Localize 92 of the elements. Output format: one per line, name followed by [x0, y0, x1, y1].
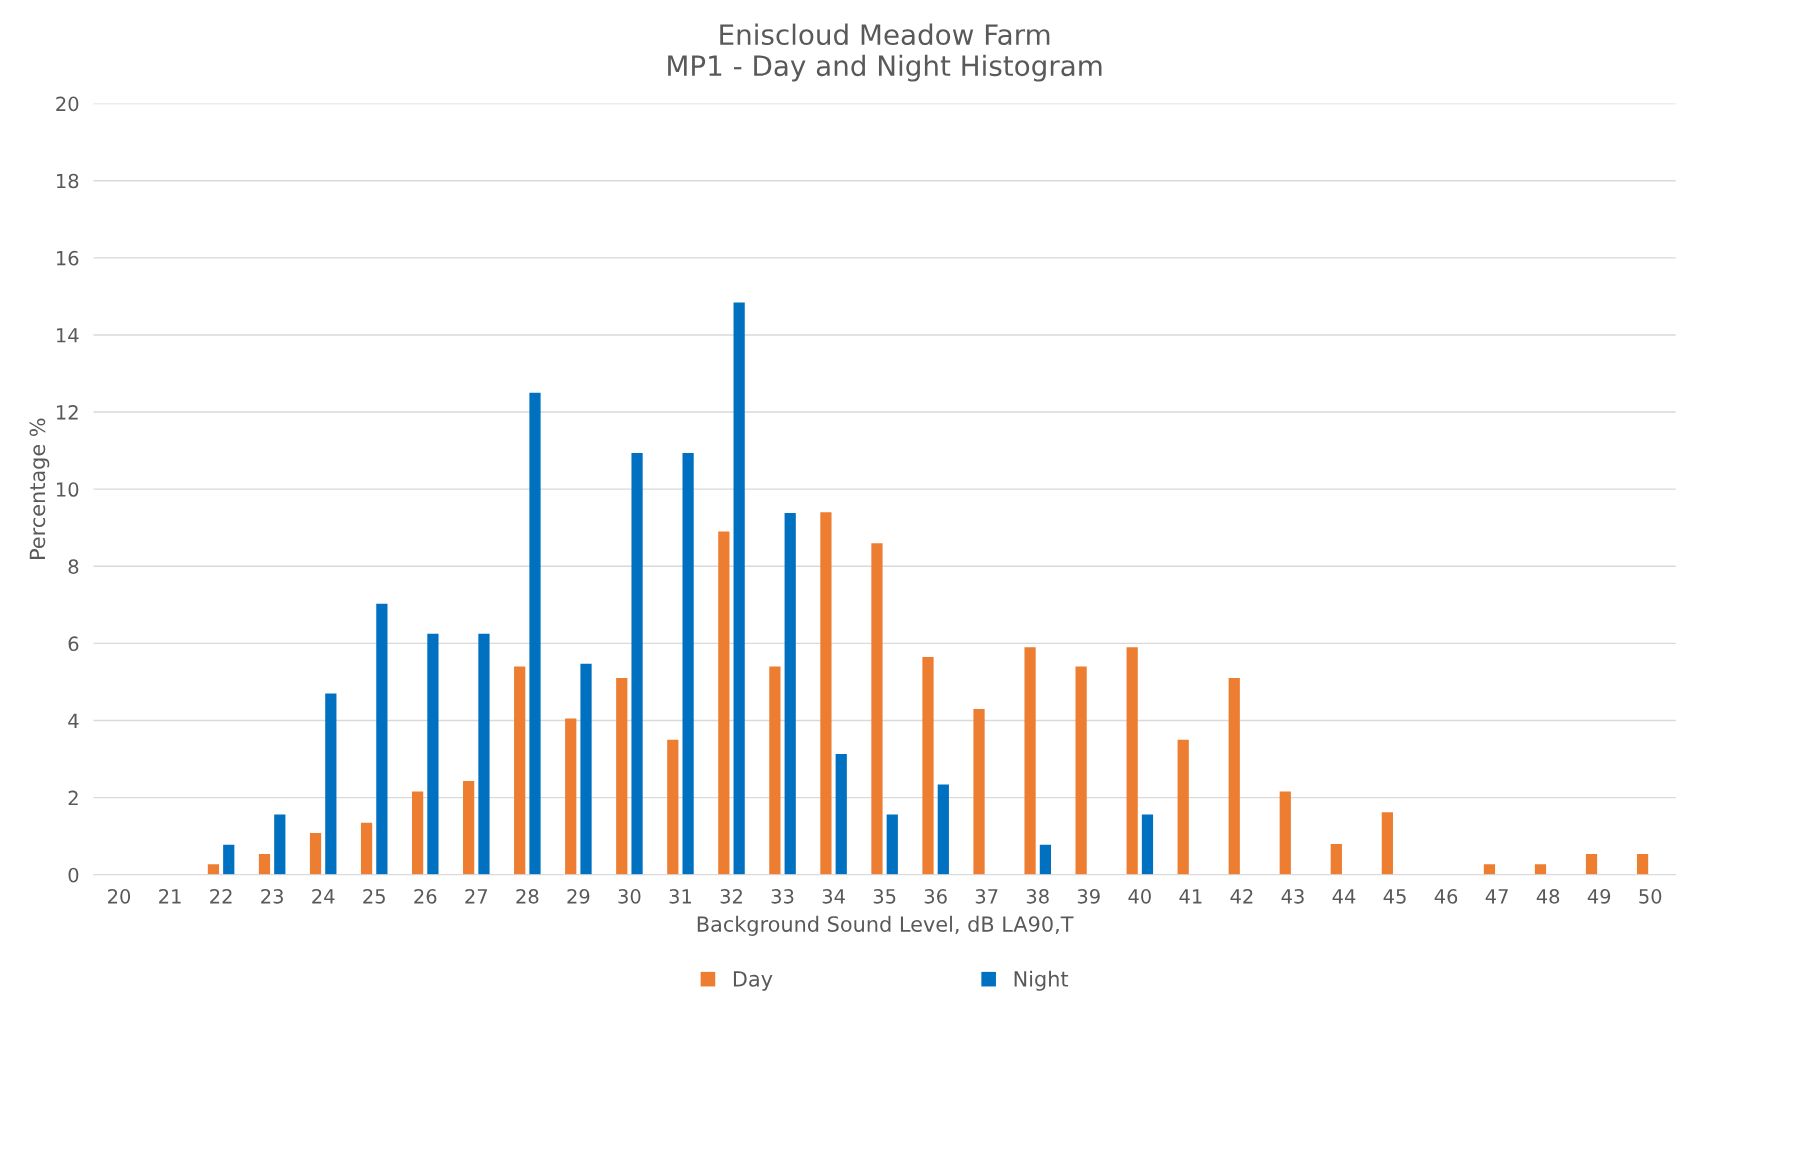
x-tick-label: 30: [618, 888, 641, 904]
bar: [274, 814, 286, 875]
bar: [1636, 853, 1649, 875]
bar: [325, 693, 337, 875]
bar: [769, 666, 781, 875]
bar: [937, 784, 949, 875]
x-tick-label: 37: [975, 888, 998, 904]
x-tick-label: 31: [669, 888, 692, 904]
y-tick-label: 4: [68, 713, 79, 728]
bar: [1228, 678, 1240, 875]
bar: [360, 822, 373, 875]
bar: [1381, 812, 1393, 875]
bar: [529, 392, 541, 875]
x-tick-label: 44: [1332, 889, 1356, 904]
x-tick-label: 42: [1230, 888, 1253, 904]
y-tick-label: 20: [56, 96, 79, 112]
x-tick-label: 33: [771, 888, 794, 904]
bar: [223, 844, 235, 875]
x-tick-label: 26: [414, 888, 437, 904]
y-tick-label: 10: [57, 482, 79, 497]
bar: [478, 633, 490, 875]
x-tick-label: 24: [312, 888, 335, 904]
x-tick-label: 50: [1639, 888, 1662, 904]
bar: [1279, 791, 1291, 875]
bar: [514, 666, 526, 875]
bar: [871, 543, 883, 875]
bar: [886, 814, 898, 875]
bar: [1039, 844, 1052, 875]
bar: [1075, 666, 1087, 875]
x-tick-label: 38: [1026, 888, 1049, 904]
y-tick-label: 18: [57, 173, 79, 189]
bar: [820, 512, 832, 875]
bar: [1141, 814, 1154, 875]
x-tick-label: 34: [822, 888, 845, 904]
x-tick-label: 48: [1536, 888, 1560, 904]
x-tick-label: 20: [108, 888, 131, 904]
x-tick-label: 43: [1281, 888, 1304, 904]
bar: [922, 656, 934, 875]
bar: [207, 864, 220, 875]
y-tick-label: 6: [68, 636, 79, 652]
bar: [631, 452, 643, 875]
y-tick-label: 16: [57, 250, 79, 266]
bar: [616, 678, 628, 875]
bar: [1585, 853, 1598, 875]
y-tick-label: 2: [68, 790, 78, 806]
x-tick-label: 46: [1434, 888, 1458, 904]
x-tick-label: 39: [1077, 888, 1100, 904]
bar: [784, 513, 796, 875]
y-tick-label: 0: [68, 867, 79, 883]
legend-label: Day: [733, 971, 773, 991]
bar: [376, 603, 388, 875]
bar: [973, 708, 985, 875]
x-tick-label: 47: [1485, 889, 1508, 904]
chart-title: Eniscloud Meadow Farm MP1 - Day and Night Histogram: [668, 23, 1102, 82]
bar: [1483, 864, 1496, 875]
x-tick-label: 27: [465, 888, 488, 904]
x-tick-label: 49: [1587, 888, 1611, 904]
x-tick-label: 23: [261, 888, 283, 904]
x-axis-title: Background Sound Level, dB LA90,T: [697, 915, 1074, 936]
x-tick-label: 32: [720, 888, 742, 904]
x-tick-label: 36: [924, 888, 947, 904]
bar: [667, 739, 679, 875]
x-tick-label: 41: [1179, 889, 1202, 904]
y-tick-label: 8: [68, 559, 79, 574]
legend-label: Night: [1014, 970, 1069, 991]
x-tick-label: 28: [516, 888, 539, 904]
bar: [1534, 864, 1547, 875]
bar: [580, 663, 592, 875]
x-tick-label: 40: [1128, 888, 1151, 904]
bar: [682, 452, 694, 875]
x-tick-label: 21: [159, 888, 181, 904]
bar: [565, 718, 577, 875]
bar: [1126, 647, 1138, 875]
x-tick-label: 22: [210, 888, 232, 904]
bar: [463, 781, 475, 875]
bar: [718, 531, 730, 875]
y-axis-title: Percentage %: [29, 418, 50, 559]
x-tick-label: 25: [363, 888, 385, 904]
bar: [1024, 647, 1036, 875]
x-tick-label: 35: [873, 888, 896, 904]
y-tick-label: 12: [57, 405, 78, 420]
bar: [835, 754, 847, 875]
bar: [1330, 843, 1342, 875]
y-tick-label: 14: [57, 328, 79, 343]
bar: [411, 791, 424, 875]
x-tick-label: 45: [1383, 889, 1406, 904]
bar: [1177, 739, 1189, 875]
x-tick-label: 29: [567, 888, 590, 904]
bar: [733, 302, 745, 875]
bar: [258, 853, 271, 875]
bar: [309, 833, 322, 875]
bar: [427, 633, 439, 875]
